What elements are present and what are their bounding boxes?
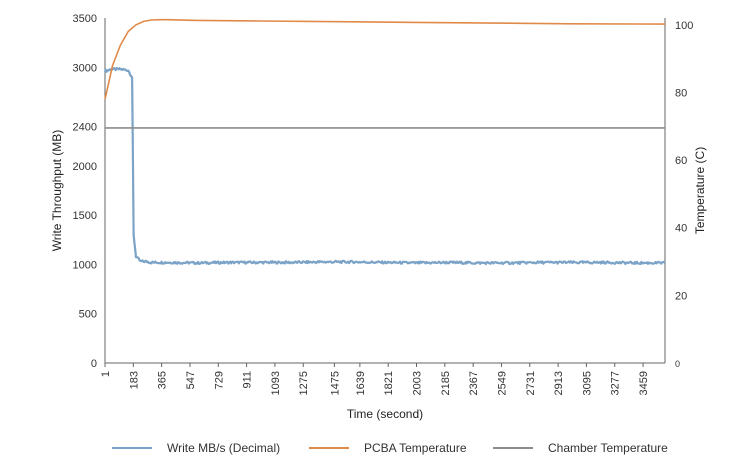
x-tick-label: 2003 <box>412 371 424 395</box>
y-left-tick-label: 3500 <box>73 13 97 25</box>
y-axis-left-title: Write Throughput (MB) <box>50 130 64 252</box>
x-tick-label: 2731 <box>525 371 537 395</box>
x-tick-label: 1821 <box>383 371 395 395</box>
x-tick-label: 2185 <box>440 371 452 395</box>
y-right-tick-label: 40 <box>675 223 687 235</box>
x-tick-label: 183 <box>128 371 140 389</box>
x-axis-title: Time (second) <box>347 407 423 421</box>
legend-label: PCBA Temperature <box>364 441 467 455</box>
y-left-tick-label: 2400 <box>73 121 97 133</box>
y-right-tick-label: 0 <box>675 359 680 369</box>
x-tick-label: 1639 <box>355 371 367 395</box>
x-tick-label: 3459 <box>638 371 650 395</box>
legend-label: Chamber Temperature <box>548 441 668 455</box>
x-tick-label: 2549 <box>496 371 508 395</box>
y-left-tick-label: 0 <box>91 358 97 370</box>
series-layer <box>103 18 666 266</box>
x-tick-label: 547 <box>185 371 197 389</box>
y-left-tick-label: 3000 <box>73 62 97 74</box>
y-right-tick-label: 60 <box>675 155 687 167</box>
y-left-tick-label: 1500 <box>73 210 97 222</box>
series-line-1 <box>103 67 666 266</box>
y-right-tick-label: 100 <box>675 20 693 32</box>
y-axis-right-title: Temperature (C) <box>693 147 707 234</box>
y-right-tick-label: 80 <box>675 87 687 99</box>
x-tick-label: 1275 <box>298 371 310 395</box>
axes <box>104 18 666 367</box>
x-tick-label: 365 <box>157 371 169 389</box>
x-tick-label: 2913 <box>553 371 565 395</box>
legend-label: Write MB/s (Decimal) <box>167 441 280 455</box>
y-left-tick-label: 1000 <box>73 259 97 271</box>
x-tick-label: 1475 <box>329 371 341 395</box>
y-left-tick-label: 500 <box>79 309 97 321</box>
series-line-2 <box>104 18 666 100</box>
x-tick-label: 1093 <box>270 371 282 395</box>
x-tick-label: 2367 <box>468 371 480 395</box>
legend: Write MB/s (Decimal) PCBA Temperature Cham… <box>112 441 668 455</box>
y-left-tick-label: 2000 <box>73 161 97 173</box>
x-tick-label: 729 <box>213 371 225 389</box>
x-tick-label: 1 <box>100 371 112 377</box>
x-tick-label: 3277 <box>610 371 622 395</box>
tick-labels: 1 183 365 547 729 911 1093 1275 1475 1639 1821 2003… <box>73 13 694 395</box>
x-tick-label: 911 <box>242 371 254 389</box>
x-tick-label: 3095 <box>581 371 593 395</box>
y-right-tick-label: 20 <box>675 290 687 302</box>
